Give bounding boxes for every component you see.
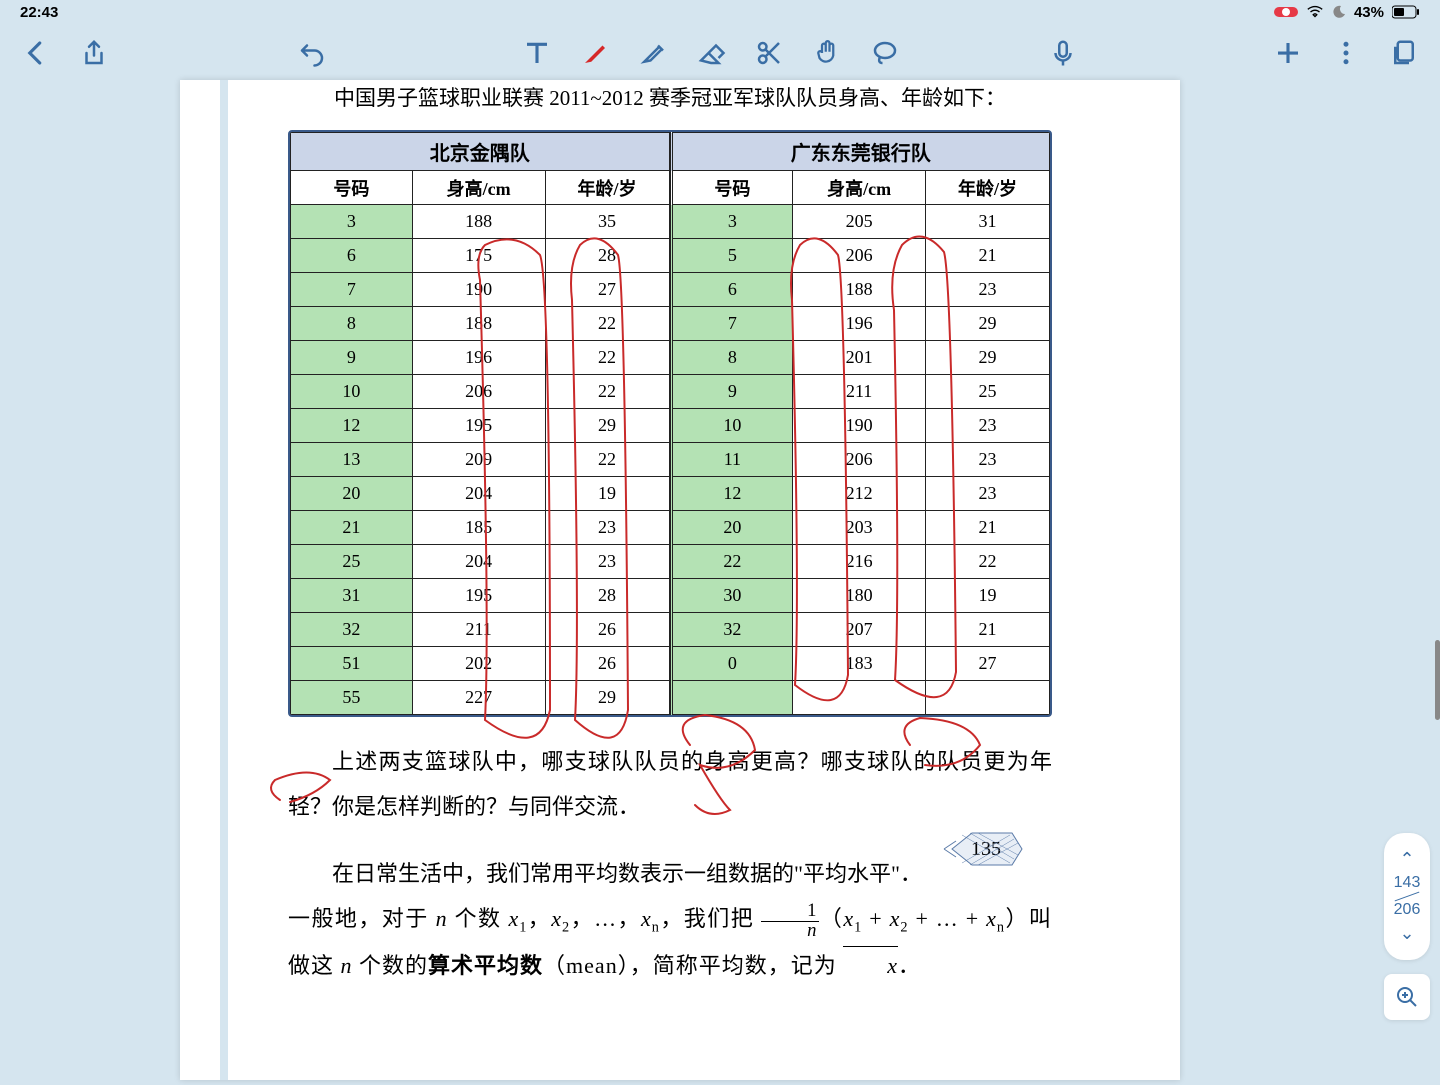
next-page-button[interactable]: ⌄ bbox=[1388, 923, 1426, 944]
hand-tool[interactable] bbox=[809, 35, 845, 71]
explain-para: 在日常生活中，我们常用平均数表示一组数据的"平均水平"． 一般地，对于 n 个数… bbox=[288, 851, 1052, 988]
scissors-tool[interactable] bbox=[751, 35, 787, 71]
wifi-icon bbox=[1306, 5, 1324, 19]
data-table: 北京金隅队号码身高/cm年龄/岁318835617528719027818822… bbox=[288, 130, 1052, 717]
scroll-indicator[interactable] bbox=[1435, 640, 1440, 720]
share-button[interactable] bbox=[76, 35, 112, 71]
add-button[interactable] bbox=[1270, 35, 1306, 71]
mic-button[interactable] bbox=[1045, 35, 1081, 71]
document-page: 中国男子篮球职业联赛 2011~2012 赛季冠亚军球队队员身高、年龄如下： 北… bbox=[180, 80, 1180, 1080]
marker-tool[interactable] bbox=[577, 35, 613, 71]
battery-pct: 43% bbox=[1354, 4, 1384, 21]
total-pages: 206 bbox=[1388, 901, 1426, 919]
prev-page-button[interactable]: ⌃ bbox=[1388, 849, 1426, 870]
status-time: 22:43 bbox=[20, 4, 58, 21]
text-tool[interactable] bbox=[519, 35, 555, 71]
battery-icon bbox=[1392, 5, 1420, 19]
undo-button[interactable] bbox=[294, 35, 330, 71]
highlighter-tool[interactable] bbox=[635, 35, 671, 71]
current-page: 143 bbox=[1388, 874, 1426, 892]
question-para: 上述两支篮球队中，哪支球队队员的身高更高？哪支球队的队员更为年轻？你是怎样判断的… bbox=[288, 739, 1052, 829]
eraser-tool[interactable] bbox=[693, 35, 729, 71]
page-nav-widget[interactable]: ⌃ 143 206 ⌄ bbox=[1384, 833, 1430, 960]
pages-button[interactable] bbox=[1386, 35, 1422, 71]
moon-icon bbox=[1332, 5, 1346, 19]
page-number-ornament: 135 bbox=[942, 823, 1030, 880]
back-button[interactable] bbox=[18, 35, 54, 71]
page-title: 中国男子篮球职业联赛 2011~2012 赛季冠亚军球队队员身高、年龄如下： bbox=[288, 82, 1052, 112]
more-button[interactable] bbox=[1328, 35, 1364, 71]
recording-indicator bbox=[1274, 7, 1298, 17]
zoom-button[interactable] bbox=[1384, 974, 1430, 1020]
lasso-tool[interactable] bbox=[867, 35, 903, 71]
